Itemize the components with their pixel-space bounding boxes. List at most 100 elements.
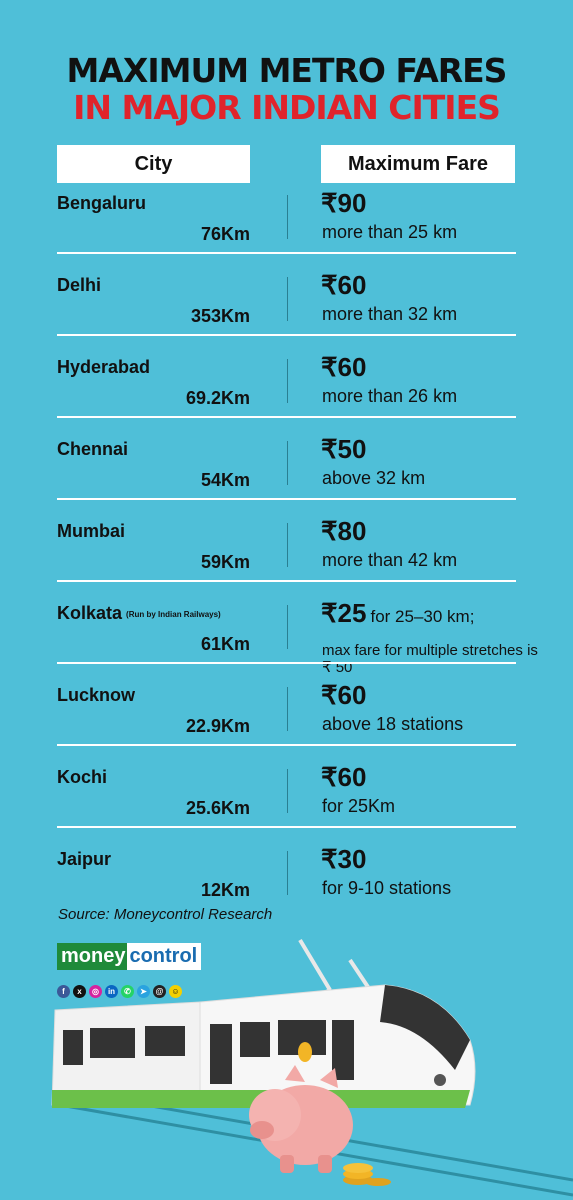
row-divider (57, 334, 516, 336)
fare-inline-note: for 25–30 km; (370, 607, 475, 626)
table-row: Bengaluru 76Km ₹90 more than 25 km (57, 188, 516, 275)
linkedin-icon[interactable]: in (105, 985, 118, 998)
column-divider (287, 359, 288, 403)
column-divider (287, 441, 288, 485)
city-label: Lucknow (57, 685, 136, 705)
city-label: Kolkata (57, 603, 123, 623)
column-divider (287, 523, 288, 567)
facebook-icon[interactable]: f (57, 985, 70, 998)
city-name: Kochi (57, 767, 107, 788)
fare-amount: ₹60 (321, 762, 367, 792)
fare-amount: ₹50 (321, 434, 367, 464)
table-row: Lucknow 22.9Km ₹60 above 18 stations (57, 680, 516, 767)
city-name: Hyderabad (57, 357, 150, 378)
network-length: 54Km (200, 470, 250, 490)
column-divider (287, 769, 288, 813)
fare-condition: above 32 km (322, 468, 426, 488)
max-fare: ₹30 (321, 844, 366, 875)
row-divider (57, 662, 516, 664)
column-divider (287, 851, 288, 895)
coins-icon (343, 1163, 391, 1186)
fare-amount: ₹80 (321, 516, 367, 546)
fare-amount: ₹25 (321, 598, 367, 628)
threads-icon[interactable]: @ (153, 985, 166, 998)
logo-part-money: money (57, 943, 128, 970)
fare-amount: ₹60 (321, 352, 367, 382)
city-label: Chennai (57, 439, 129, 459)
piggy-bank-icon (249, 1042, 353, 1173)
fare-condition: for 9-10 stations (322, 878, 452, 898)
source-note: Source: Moneycontrol Research (58, 906, 273, 923)
fare-condition: more than 42 km (322, 550, 458, 570)
title-line-1: MAXIMUM METRO FARES (66, 51, 508, 90)
city-name: Mumbai (57, 521, 125, 542)
fare-condition: more than 25 km (322, 222, 458, 242)
row-divider (57, 498, 516, 500)
network-length: 59Km (200, 552, 250, 572)
column-divider (287, 605, 288, 649)
table-row: Kochi 25.6Km ₹60 for 25Km (57, 762, 516, 849)
network-length: 61Km (200, 634, 250, 654)
city-name: Bengaluru (57, 193, 146, 214)
column-divider (287, 195, 288, 239)
column-divider (287, 277, 288, 321)
fare-condition: for 25Km (322, 796, 396, 816)
snapchat-icon[interactable]: ☺ (169, 985, 182, 998)
row-divider (57, 416, 516, 418)
city-label: Kochi (57, 767, 108, 787)
fare-condition: more than 26 km (322, 386, 458, 406)
whatsapp-icon[interactable]: ✆ (121, 985, 134, 998)
moneycontrol-logo: money control (57, 943, 202, 970)
city-name: Chennai (57, 439, 128, 460)
network-length: 22.9Km (185, 716, 250, 736)
max-fare: ₹60 (321, 680, 366, 711)
title-line-2: IN MAJOR INDIAN CITIES (73, 88, 501, 127)
network-length: 353Km (190, 306, 250, 326)
table-row: Chennai 54Km ₹50 above 32 km (57, 434, 516, 521)
row-divider (57, 252, 516, 254)
table-row: Jaipur 12Km ₹30 for 9-10 stations (57, 844, 516, 931)
city-label: Hyderabad (57, 357, 151, 377)
fare-amount: ₹90 (321, 188, 367, 218)
network-length: 76Km (200, 224, 250, 244)
network-length: 25.6Km (185, 798, 250, 818)
fare-amount: ₹30 (321, 844, 367, 874)
fare-condition: above 18 stations (322, 714, 464, 734)
logo-part-control: control (127, 943, 202, 970)
table-row: Delhi 353Km ₹60 more than 32 km (57, 270, 516, 357)
city-label: Jaipur (57, 849, 112, 869)
max-fare: ₹50 (321, 434, 366, 465)
city-label: Bengaluru (57, 193, 147, 213)
table-row: Mumbai 59Km ₹80 more than 42 km (57, 516, 516, 603)
city-column-header: City (57, 145, 250, 183)
city-name: Delhi (57, 275, 101, 296)
table-row: Hyderabad 69.2Km ₹60 more than 26 km (57, 352, 516, 439)
city-name: Jaipur (57, 849, 111, 870)
city-name: Kolkata (Run by Indian Railways) (57, 603, 221, 624)
row-divider (57, 744, 516, 746)
network-length: 12Km (200, 880, 250, 900)
max-fare: ₹60 (321, 270, 366, 301)
network-length: 69.2Km (185, 388, 250, 408)
metro-train-illustration (51, 938, 573, 1197)
max-fare: ₹60 (321, 762, 366, 793)
city-note: (Run by Indian Railways) (126, 609, 221, 619)
fare-condition: max fare for multiple stretches is ₹ 50 (322, 642, 538, 676)
fare-column-header: Maximum Fare (321, 145, 515, 183)
column-divider (287, 687, 288, 731)
x-icon[interactable]: x (73, 985, 86, 998)
row-divider (57, 826, 516, 828)
city-label: Mumbai (57, 521, 126, 541)
train-icon (51, 984, 476, 1108)
fare-condition: more than 32 km (322, 304, 458, 324)
max-fare: ₹90 (321, 188, 366, 219)
fare-amount: ₹60 (321, 680, 367, 710)
instagram-icon[interactable]: ◎ (89, 985, 102, 998)
city-label: Delhi (57, 275, 102, 295)
city-name: Lucknow (57, 685, 135, 706)
social-links: f x ◎ in ✆ ➤ @ ☺ (57, 985, 182, 998)
telegram-icon[interactable]: ➤ (137, 985, 150, 998)
fare-amount: ₹60 (321, 270, 367, 300)
row-divider (57, 580, 516, 582)
max-fare: ₹25 for 25–30 km; (321, 598, 474, 629)
